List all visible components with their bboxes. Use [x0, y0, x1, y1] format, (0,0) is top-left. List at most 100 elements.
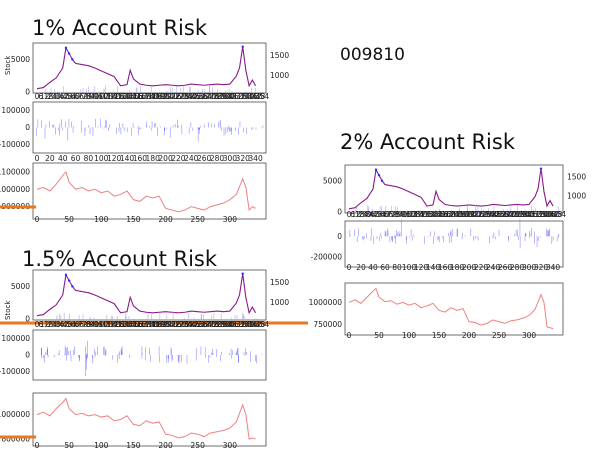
price-x-tick: 108 [406, 210, 421, 219]
price-x-tick: 276 [205, 320, 220, 329]
price-x-tick: 252 [190, 320, 205, 329]
price-point [539, 167, 543, 170]
price-x-tick: 6 [38, 92, 43, 101]
price-x-tick: 234 [481, 210, 496, 219]
price-x-tick: 288 [513, 210, 528, 219]
price-x-tick: 0 [35, 320, 40, 329]
price-right-tick: 1500 [270, 51, 289, 60]
price-x-tick: 72 [387, 210, 397, 219]
price-x-tick: 114 [102, 92, 117, 101]
price-x-tick: 168 [137, 320, 152, 329]
account-x-tick: 150 [126, 215, 141, 224]
position-tick: 0 [337, 232, 342, 241]
price-series-line [36, 46, 257, 90]
account-x-tick: 250 [492, 331, 507, 340]
position-x-tick: 240 [486, 263, 501, 272]
position-tick: 0 [25, 123, 30, 132]
account-axes-frame [32, 162, 267, 220]
price-point [374, 168, 378, 171]
price-x-tick: 270 [201, 92, 216, 101]
price-x-tick: 48 [63, 320, 73, 329]
price-x-tick: 288 [213, 320, 228, 329]
price-x-tick: 300 [221, 92, 236, 101]
price-x-tick: 246 [186, 92, 201, 101]
account-axes-frame [32, 392, 267, 447]
position-x-tick: 20 [356, 263, 366, 272]
account-x-tick: 200 [158, 441, 173, 450]
price-right-tick: 1000 [270, 298, 289, 307]
account-x-tick: 100 [94, 215, 109, 224]
price-x-tick: 330 [240, 92, 255, 101]
price-x-tick: 264 [198, 320, 213, 329]
price-x-tick: 312 [228, 320, 243, 329]
price-x-tick: 96 [401, 210, 411, 219]
price-x-tick: 228 [175, 92, 190, 101]
price-x-tick: 60 [70, 320, 80, 329]
price-x-tick: 120 [106, 320, 121, 329]
price-x-tick: 318 [232, 320, 247, 329]
price-axis-label: Stock [4, 55, 12, 75]
account-x-tick: 300 [522, 331, 537, 340]
price-x-tick: 72 [78, 320, 88, 329]
position-x-tick: 160 [133, 154, 148, 163]
price-x-tick: 174 [140, 92, 155, 101]
account-x-tick: 0 [347, 331, 352, 340]
price-x-tick: 102 [95, 92, 110, 101]
position-axes-frame [344, 220, 564, 268]
price-x-tick: 324 [236, 92, 251, 101]
price-left-tick: 0 [25, 315, 30, 324]
price-x-tick: 180 [144, 92, 159, 101]
price-x-tick: 174 [445, 210, 460, 219]
position-x-tick: 340 [546, 263, 561, 272]
position-tick: 0 [25, 351, 30, 360]
price-x-tick: 132 [114, 320, 129, 329]
price-x-tick: 186 [148, 92, 163, 101]
price-x-tick: 6 [350, 210, 355, 219]
price-x-tick: 336 [243, 320, 258, 329]
price-x-tick: 78 [82, 92, 92, 101]
price-x-tick: 162 [438, 210, 453, 219]
price-x-tick: 114 [102, 320, 117, 329]
position-x-tick: 260 [498, 263, 513, 272]
account-x-tick: 0 [35, 215, 40, 224]
price-x-tick: 144 [121, 320, 136, 329]
price-x-tick: 24 [47, 92, 57, 101]
price-x-tick: 198 [459, 210, 474, 219]
price-axes-frame [32, 42, 267, 94]
price-x-tick: 258 [194, 92, 209, 101]
price-x-tick: 126 [110, 92, 125, 101]
price-axes-frame [32, 269, 267, 321]
price-x-tick: 12 [351, 210, 361, 219]
price-x-tick: 42 [59, 92, 69, 101]
price-x-tick: 162 [133, 320, 148, 329]
price-x-tick: 162 [133, 92, 148, 101]
price-x-tick: 216 [470, 210, 485, 219]
price-x-tick: 222 [474, 210, 489, 219]
price-x-tick: 336 [243, 92, 258, 101]
price-x-tick: 120 [106, 92, 121, 101]
price-x-tick: 240 [182, 320, 197, 329]
position-x-tick: 60 [380, 263, 390, 272]
price-x-tick: 138 [118, 320, 133, 329]
price-left-tick: 5000 [11, 55, 30, 64]
price-x-tick: 90 [89, 320, 99, 329]
price-x-tick: 348 [548, 210, 563, 219]
price-x-tick: 246 [186, 320, 201, 329]
price-x-tick: 264 [198, 92, 213, 101]
price-x-tick: 48 [373, 210, 383, 219]
price-x-tick: 150 [125, 92, 140, 101]
price-x-tick: 90 [89, 92, 99, 101]
account-x-tick: 300 [223, 441, 238, 450]
price-x-tick: 24 [47, 320, 57, 329]
panel-title-1pct: 1% Account Risk [32, 16, 207, 40]
stock-code: 009810 [340, 45, 405, 65]
price-x-tick: 306 [224, 92, 239, 101]
price-left-tick: 0 [25, 88, 30, 97]
price-x-tick: 240 [484, 210, 499, 219]
account-x-tick: 100 [94, 441, 109, 450]
position-x-tick: 100 [94, 154, 109, 163]
position-tick: -100000 [0, 140, 30, 149]
price-x-tick: 168 [137, 92, 152, 101]
price-x-tick: 180 [144, 320, 159, 329]
price-x-tick: 276 [205, 92, 220, 101]
